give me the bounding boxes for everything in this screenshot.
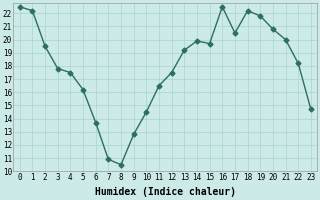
X-axis label: Humidex (Indice chaleur): Humidex (Indice chaleur) [95,187,236,197]
